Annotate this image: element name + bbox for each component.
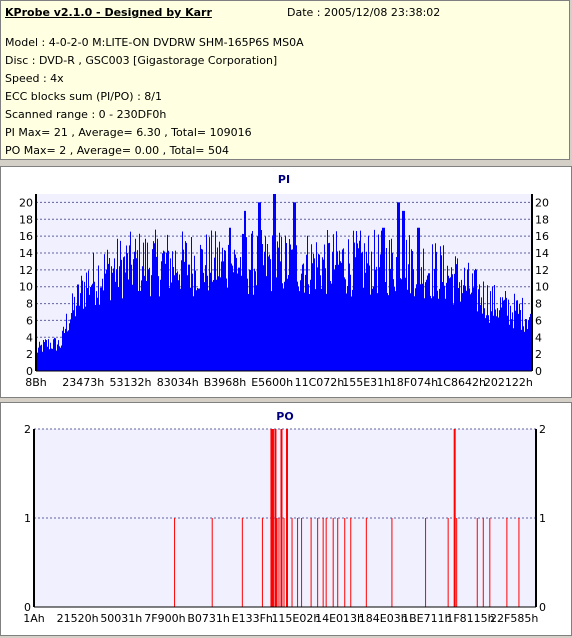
y-tick-label-right: 14 xyxy=(535,247,549,260)
y-tick-label-left: 1 xyxy=(24,512,31,525)
y-tick-label-left: 2 xyxy=(24,423,31,436)
y-tick-label-left: 14 xyxy=(19,247,33,260)
y-tick-label-right: 16 xyxy=(535,230,549,243)
info-ecc: ECC blocks sum (PI/PO) : 8/1 xyxy=(5,90,162,103)
x-tick-label: E133Fh xyxy=(232,612,273,625)
x-tick-label: 202122h xyxy=(484,376,533,389)
info-pi-stats: PI Max= 21 , Average= 6.30 , Total= 1090… xyxy=(5,126,252,139)
po-chart-panel: PO 0 0 1 1 2 2 1Ah 21520h 50031h 7F900h B0731h E133F… xyxy=(0,402,572,636)
x-tick-label: 14E013h xyxy=(315,612,364,625)
po-bars xyxy=(174,429,520,607)
x-tick-label: 11C072h xyxy=(295,376,345,389)
x-tick-label: 184E03h xyxy=(359,612,408,625)
x-tick-label: E5600h xyxy=(251,376,293,389)
x-tick-label: B0731h xyxy=(187,612,230,625)
y-tick-label-left: 6 xyxy=(26,314,33,327)
x-tick-label: 115E02h xyxy=(271,612,320,625)
x-tick-label: 21520h xyxy=(57,612,99,625)
y-tick-label-right: 2 xyxy=(535,348,542,361)
x-tick-label: 18F074h xyxy=(390,376,438,389)
y-tick-label-right: 20 xyxy=(535,196,549,209)
info-range: Scanned range : 0 - 230DF0h xyxy=(5,108,167,121)
y-tick-label-right: 8 xyxy=(535,298,542,311)
y-tick-label-left: 16 xyxy=(19,230,33,243)
y-tick-label-right: 1 xyxy=(539,512,546,525)
y-tick-label-right: 10 xyxy=(535,281,549,294)
info-speed: Speed : 4x xyxy=(5,72,64,85)
y-tick-label-left: 0 xyxy=(26,365,33,378)
y-tick-label-left: 2 xyxy=(26,348,33,361)
x-tick-label: 1Ah xyxy=(23,612,45,625)
info-po-stats: PO Max= 2 , Average= 0.00 , Total= 504 xyxy=(5,144,229,157)
chart-title: PI xyxy=(278,173,290,186)
pi-chart-panel: PI 0 0 2 2 4 4 6 6 8 8 10 10 12 12 14 14 16 16 18 18 20 20 8Bh 2… xyxy=(0,166,572,398)
y-tick-label-left: 12 xyxy=(19,264,33,277)
y-tick-label-right: 12 xyxy=(535,264,549,277)
x-tick-label: 8Bh xyxy=(25,376,47,389)
app-title: KProbe v2.1.0 - Designed by Karr xyxy=(5,6,212,19)
x-tick-label: 22F585h xyxy=(490,612,538,625)
y-tick-label-right: 4 xyxy=(535,331,542,344)
pi-chart: PI 0 0 2 2 4 4 6 6 8 8 10 10 12 12 14 14 16 16 18 18 20 20 8Bh 2… xyxy=(19,173,549,389)
x-tick-label: 1BE711h xyxy=(402,612,451,625)
y-tick-label-right: 18 xyxy=(535,213,549,226)
y-tick-label-left: 0 xyxy=(24,601,31,614)
y-tick-label-right: 0 xyxy=(539,601,546,614)
y-tick-label-left: 10 xyxy=(19,281,33,294)
y-tick-label-left: 18 xyxy=(19,213,33,226)
x-tick-label: 83034h xyxy=(157,376,199,389)
chart-title: PO xyxy=(276,410,293,423)
y-tick-label-left: 20 xyxy=(19,196,33,209)
y-tick-label-right: 0 xyxy=(535,365,542,378)
x-tick-label: 1C8642h xyxy=(436,376,486,389)
y-tick-label-left: 8 xyxy=(26,298,33,311)
x-tick-label: B3968h xyxy=(204,376,247,389)
info-panel: KProbe v2.1.0 - Designed by Karr Date : … xyxy=(0,0,570,160)
x-tick-label: 23473h xyxy=(62,376,104,389)
y-tick-label-left: 4 xyxy=(26,331,33,344)
scan-date: Date : 2005/12/08 23:38:02 xyxy=(287,6,441,19)
x-tick-label: 1F8115h xyxy=(446,612,494,625)
x-tick-label: 7F900h xyxy=(144,612,185,625)
x-tick-label: 50031h xyxy=(100,612,142,625)
y-tick-label-right: 2 xyxy=(539,423,546,436)
x-tick-label: 53132h xyxy=(109,376,151,389)
info-disc: Disc : DVD-R , GSC003 [Gigastorage Corpo… xyxy=(5,54,278,67)
y-tick-label-right: 6 xyxy=(535,314,542,327)
info-model: Model : 4-0-2-0 M:LITE-ON DVDRW SHM-165P… xyxy=(5,36,304,49)
x-tick-label: 155E31h xyxy=(342,376,391,389)
po-chart: PO 0 0 1 1 2 2 1Ah 21520h 50031h 7F900h B0731h E133F… xyxy=(23,410,546,625)
plot-area xyxy=(34,429,536,607)
